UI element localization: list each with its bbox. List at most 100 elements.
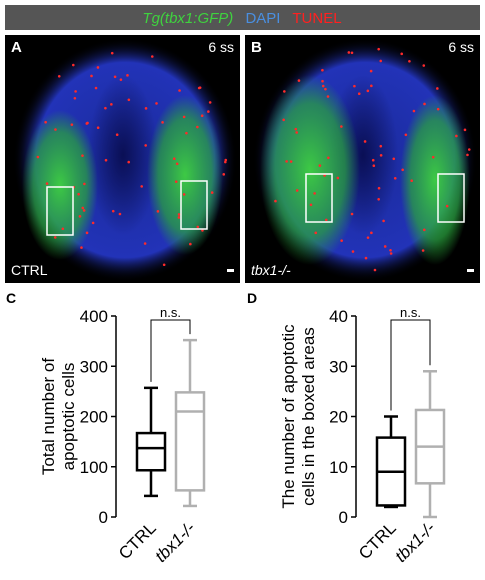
tunel-dot <box>327 156 330 160</box>
gfp-domain <box>400 95 470 265</box>
y-axis-label: Total number of <box>39 358 58 475</box>
tunel-dot <box>61 227 65 231</box>
tunel-dot <box>96 66 100 69</box>
tunel-dot <box>393 176 397 180</box>
boxed-area <box>437 173 465 223</box>
tunel-dot <box>185 131 188 135</box>
tunel-dot <box>321 84 325 88</box>
tunel-dot <box>431 155 435 159</box>
tunel-dot <box>196 125 199 129</box>
tunel-dot <box>289 160 293 163</box>
tunel-dot <box>421 249 425 252</box>
tunel-dot <box>182 115 186 119</box>
gfp-domain <box>147 95 223 255</box>
x-tick-label: tbx1-/- <box>151 518 199 566</box>
tunel-dot <box>377 186 381 190</box>
tunel-dot <box>321 68 324 72</box>
y-axis-label: cells in the boxed areas <box>299 327 318 506</box>
stage-label: 6 ss <box>208 39 234 55</box>
y-tick-label: 0 <box>339 508 348 527</box>
panel-label: B <box>251 39 262 56</box>
scale-bar <box>467 269 474 272</box>
tunel-dot <box>353 84 356 88</box>
tunel-dot <box>422 64 426 67</box>
genotype-label: tbx1-/- <box>251 262 291 278</box>
tunel-dot <box>174 180 178 183</box>
y-tick-label: 300 <box>80 357 108 376</box>
boxed-area <box>305 173 333 223</box>
tunel-dot <box>207 110 210 113</box>
tunel-dot <box>369 69 373 73</box>
tunel-dot <box>336 176 340 180</box>
panel-label: A <box>11 39 22 56</box>
tunel-dot <box>363 140 367 143</box>
tunel-dot <box>196 225 200 229</box>
tunel-dot <box>392 157 396 161</box>
scale-bar <box>227 269 234 272</box>
tunel-dot <box>340 239 343 242</box>
tunel-dot <box>85 231 89 235</box>
tunel-dot <box>222 173 226 176</box>
tunel-dot <box>357 92 361 96</box>
panel-label: D <box>247 290 257 306</box>
tunel-dot <box>370 231 373 235</box>
tunel-dot <box>401 168 404 172</box>
gfp-domain <box>22 110 98 260</box>
tunel-dot <box>410 179 413 182</box>
tunel-dot <box>53 236 57 239</box>
tunel-dot <box>201 229 204 232</box>
tunel-dot <box>54 128 57 131</box>
tunel-dot <box>78 215 82 218</box>
tunel-dot <box>161 121 164 124</box>
y-tick-label: 20 <box>329 408 348 427</box>
tunel-dot <box>382 219 385 223</box>
tunel-dot <box>113 75 117 79</box>
embryo-center <box>88 75 158 235</box>
tunel-dot <box>372 164 376 167</box>
tunel-dot <box>379 59 383 63</box>
x-tick-label: tbx1-/- <box>391 518 439 566</box>
y-tick-label: 40 <box>329 307 348 326</box>
tunel-dot <box>200 114 204 118</box>
tunel-dot <box>285 160 288 163</box>
tunel-dot <box>423 102 426 106</box>
gfp-domain <box>260 75 360 265</box>
tunel-dot <box>379 144 383 148</box>
tunel-dot <box>96 126 100 130</box>
tunel-dot <box>81 154 84 157</box>
boxed-area <box>46 186 74 236</box>
tunel-dot <box>140 185 143 188</box>
tunel-dot <box>294 127 298 131</box>
stage-label: 6 ss <box>448 39 474 55</box>
y-axis-label: apoptotic cells <box>59 363 78 471</box>
tunel-dot <box>119 78 123 81</box>
tunel-dot <box>144 107 148 110</box>
legend-bar <box>5 5 480 30</box>
significance-bracket <box>390 319 431 411</box>
image-panels: A 6 ss CTRL B 6 ss tbx1-/- <box>5 35 480 283</box>
tunel-dot <box>155 102 158 105</box>
tunel-dot <box>371 158 375 162</box>
tunel-dot <box>90 74 93 78</box>
tunel-dot <box>36 155 40 159</box>
genotype-label: CTRL <box>11 262 48 278</box>
tunel-dot <box>377 47 380 51</box>
tunel-dot <box>83 182 86 186</box>
tunel-dot <box>274 199 277 203</box>
tunel-dot <box>318 164 322 167</box>
tunel-dot <box>104 158 108 162</box>
tunel-dot <box>283 90 286 93</box>
tunel-dot <box>466 153 469 157</box>
tunel-dot <box>314 231 318 235</box>
tunel-dot <box>208 101 212 104</box>
tunel-dot <box>127 98 131 102</box>
tunel-dot <box>323 174 326 177</box>
tunel-dot <box>326 95 330 98</box>
tunel-dot <box>224 158 228 162</box>
tunel-dot <box>210 191 214 194</box>
tunel-dot <box>178 89 181 92</box>
tunel-dot <box>364 256 368 260</box>
tunel-dot <box>177 213 181 216</box>
tunel-dot <box>111 209 115 213</box>
